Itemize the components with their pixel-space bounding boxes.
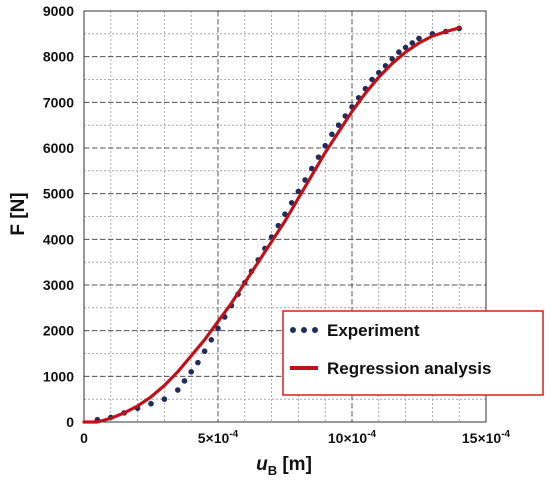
y-tick-label: 3000	[43, 277, 74, 293]
x-axis-title-unit: [m]	[277, 454, 312, 475]
x-tick-label: 10×10-4	[328, 429, 377, 446]
experiment-point	[322, 142, 329, 149]
x-axis-title: uB [m]	[256, 454, 312, 478]
y-tick-labels: 0 1000 2000 3000 4000 5000 6000 7000 8000 9000	[43, 3, 74, 430]
y-tick-label: 6000	[43, 140, 74, 156]
regression-line	[82, 26, 461, 424]
experiment-point	[215, 325, 221, 332]
legend-box	[282, 310, 544, 396]
x-tick-labels: 0 5×10-4 10×10-4 15×10-4	[80, 429, 510, 446]
experiment-point	[188, 368, 194, 375]
experiment-point	[396, 49, 402, 55]
x-tick-label: 5×10-4	[198, 429, 239, 446]
y-tick-label: 0	[66, 414, 74, 430]
experiment-point	[329, 131, 335, 138]
experiment-point	[181, 378, 188, 384]
x-axis-title-symbol: u	[256, 454, 268, 475]
legend-experiment-swatch	[290, 327, 318, 333]
experiment-point	[161, 396, 168, 402]
x-axis-title-subscript: B	[268, 463, 277, 478]
x-tick-label: 15×10-4	[462, 429, 511, 446]
experiment-point	[195, 359, 201, 366]
experiment-point	[208, 337, 215, 343]
experiment-point	[369, 76, 375, 83]
series-layer	[82, 25, 463, 424]
y-tick-label: 7000	[43, 94, 74, 110]
experiment-point	[335, 122, 342, 128]
experiment-point	[148, 400, 154, 407]
y-tick-label: 8000	[43, 49, 74, 65]
legend-regression-label: Regression analysis	[327, 359, 491, 378]
y-tick-label: 2000	[43, 323, 74, 339]
y-tick-label: 5000	[43, 186, 74, 202]
plot-frame	[83, 10, 487, 423]
y-tick-label: 1000	[43, 368, 74, 384]
experiment-point	[175, 387, 181, 393]
x-tick-label: 0	[80, 430, 88, 446]
experiment-point	[402, 44, 409, 51]
y-tick-label: 9000	[43, 3, 74, 19]
experiment-point	[201, 348, 208, 355]
legend-experiment-label: Experiment	[327, 321, 420, 340]
experiment-point	[416, 35, 422, 42]
experiment-point	[409, 40, 416, 46]
y-tick-label: 4000	[43, 231, 74, 247]
legend: Experiment Regression analysis	[282, 310, 544, 396]
y-axis-title: F [N]	[8, 192, 29, 235]
